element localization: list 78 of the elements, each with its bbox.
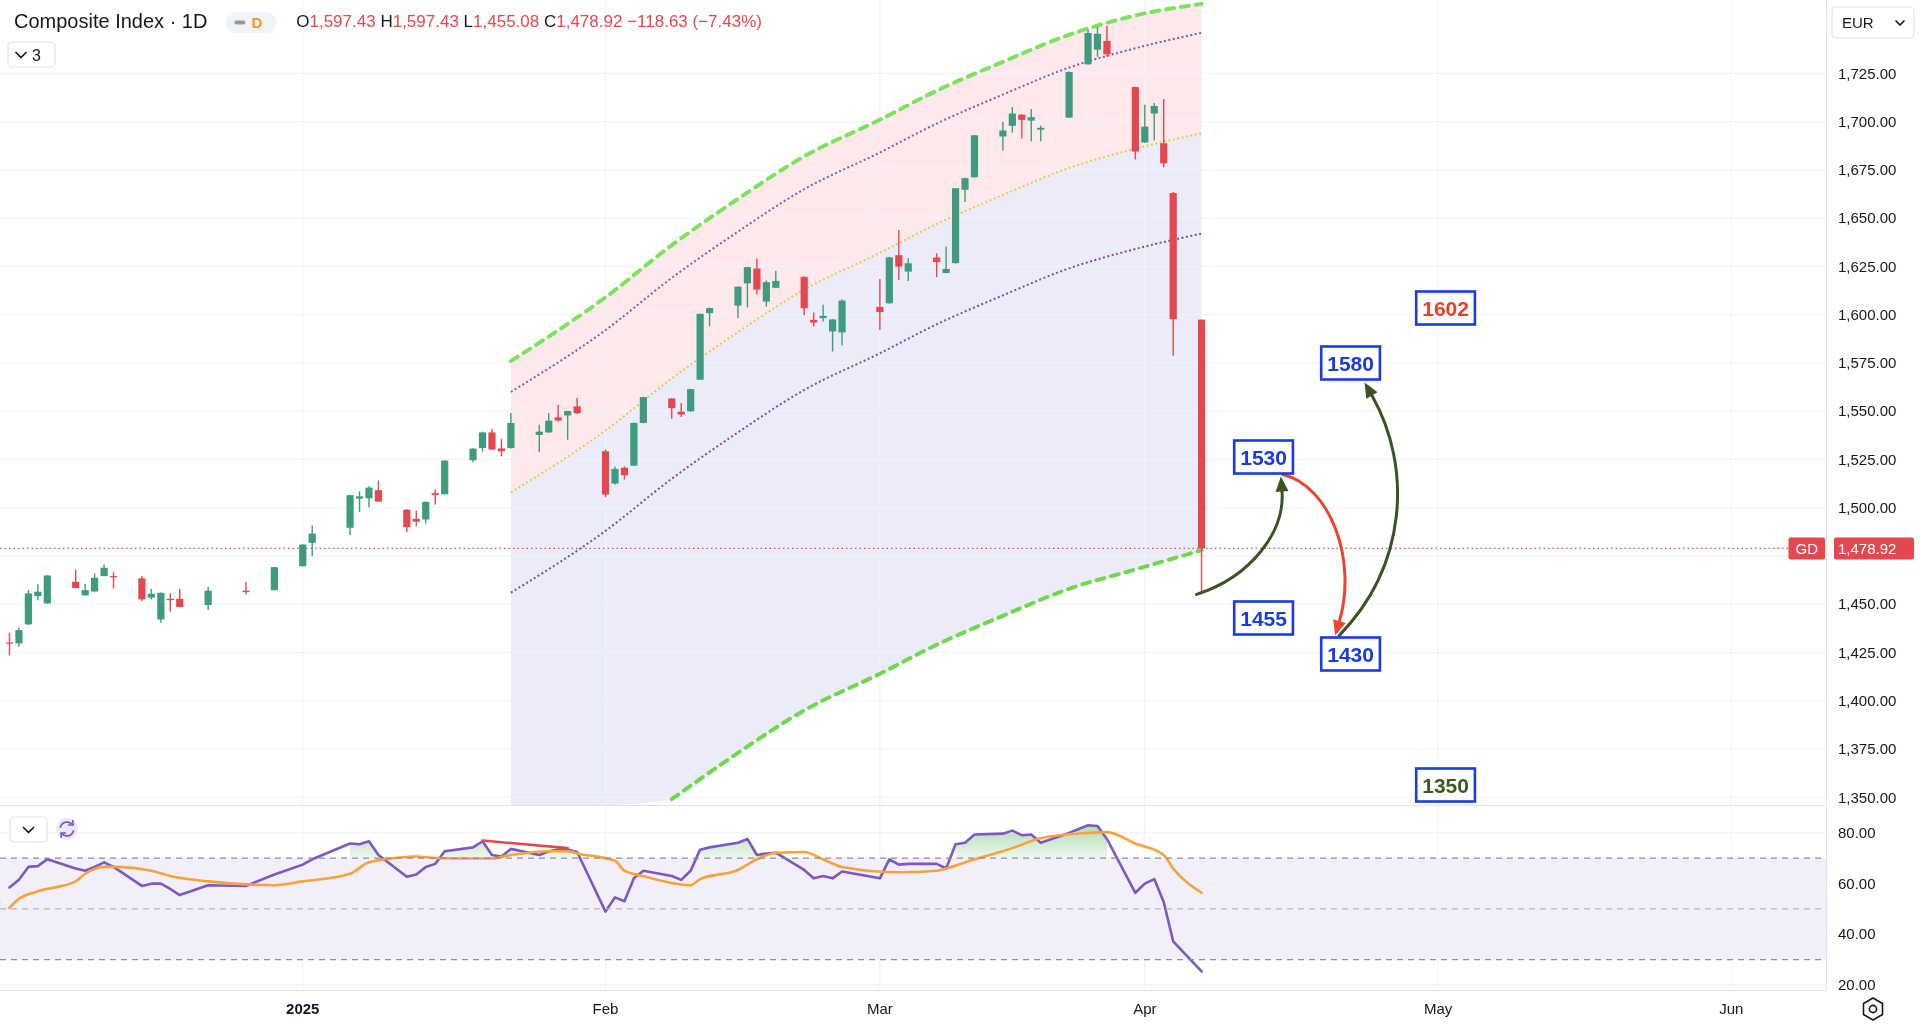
y-tick-label: 60.00 [1838, 874, 1876, 892]
y-tick-label: 1,700.00 [1838, 112, 1897, 130]
y-tick-label: 1,725.00 [1838, 64, 1897, 82]
candlestick [1093, 26, 1102, 58]
y-tick-label: 1,375.00 [1838, 740, 1897, 758]
candlestick [828, 318, 837, 353]
line-series [8, 823, 1203, 973]
candlestick [942, 245, 950, 275]
candlestick [138, 575, 146, 602]
annotation: D [251, 14, 263, 32]
y-tick-label: 1,575.00 [1838, 354, 1897, 372]
candlestick [1150, 102, 1158, 142]
candlestick [1103, 25, 1111, 58]
candlestick [743, 266, 752, 309]
line-series [8, 830, 1203, 910]
annotation: 1430 [1327, 642, 1374, 666]
candlestick [91, 572, 99, 593]
candlestick [734, 285, 742, 320]
line-series [509, 232, 1203, 594]
ref-line-label: GD [1795, 539, 1819, 557]
text: Composite Index · 1D [14, 10, 208, 32]
annotation: 3 [32, 46, 41, 64]
candlestick [1008, 106, 1016, 134]
y-tick-label: 1,650.00 [1838, 209, 1897, 227]
y-tick-label: 1,550.00 [1838, 402, 1897, 420]
y-tick-label: 20.00 [1838, 976, 1876, 994]
y-tick-label: 1,500.00 [1838, 498, 1897, 516]
y-tick-label: 40.00 [1838, 925, 1876, 943]
y-tick-label: 1,425.00 [1838, 643, 1897, 661]
candlestick [365, 485, 373, 509]
candlestick [403, 508, 411, 533]
candlestick [355, 490, 364, 513]
candlestick [488, 428, 496, 451]
y-tick-label: 1,400.00 [1838, 692, 1897, 710]
annotation: 1602 [1422, 296, 1469, 320]
y-tick-label: 1,625.00 [1838, 257, 1897, 275]
candlestick [762, 279, 770, 308]
x-tick-label: May [1423, 1000, 1453, 1018]
annotation: 1455 [1240, 606, 1288, 630]
candlestick [876, 278, 884, 331]
candlestick [1027, 108, 1035, 143]
candlestick [611, 465, 619, 486]
candlestick [1160, 98, 1168, 169]
x-tick-label: Jun [1719, 1000, 1744, 1018]
y-tick-label: 1,675.00 [1838, 161, 1897, 179]
x-tick-label: 2025 [286, 1000, 320, 1018]
candlestick [299, 543, 307, 568]
candlestick [5, 632, 14, 657]
candlestick [999, 121, 1007, 152]
candlestick [668, 397, 676, 420]
y-axis-title: EUR [1842, 14, 1874, 32]
candlestick [895, 229, 903, 281]
text: O1,597.43 H1,597.43 L1,455.08 C1,478.92 −118.63 (−7.43%) [296, 12, 762, 31]
y-tick-label: 1,525.00 [1838, 450, 1897, 468]
candlestick [545, 412, 553, 434]
x-tick-label: Apr [1133, 1000, 1157, 1018]
annotation: 1580 [1327, 351, 1374, 375]
candlestick [308, 524, 316, 557]
annotation: 1530 [1240, 445, 1287, 469]
x-tick-label: Feb [592, 1000, 619, 1018]
candlestick [1018, 113, 1026, 140]
y-tick-label: 1,478.92 [1838, 539, 1897, 557]
y-tick-label: 1,450.00 [1838, 595, 1897, 613]
candlestick [961, 177, 969, 203]
candlestick [904, 257, 912, 282]
candlestick [753, 257, 761, 296]
y-tick-label: 80.00 [1838, 823, 1876, 841]
line-series [509, 31, 1203, 393]
x-tick-label: Mar [866, 1000, 893, 1018]
y-tick-label: 1,350.00 [1838, 788, 1897, 806]
candlestick [204, 586, 212, 611]
annotation: 1350 [1422, 773, 1469, 797]
candlestick [15, 627, 23, 648]
candlestick [374, 479, 383, 503]
y-tick-label: 1,600.00 [1838, 305, 1897, 323]
line-series [509, 132, 1203, 494]
candlestick [1141, 104, 1149, 144]
line-series [669, 548, 1204, 802]
